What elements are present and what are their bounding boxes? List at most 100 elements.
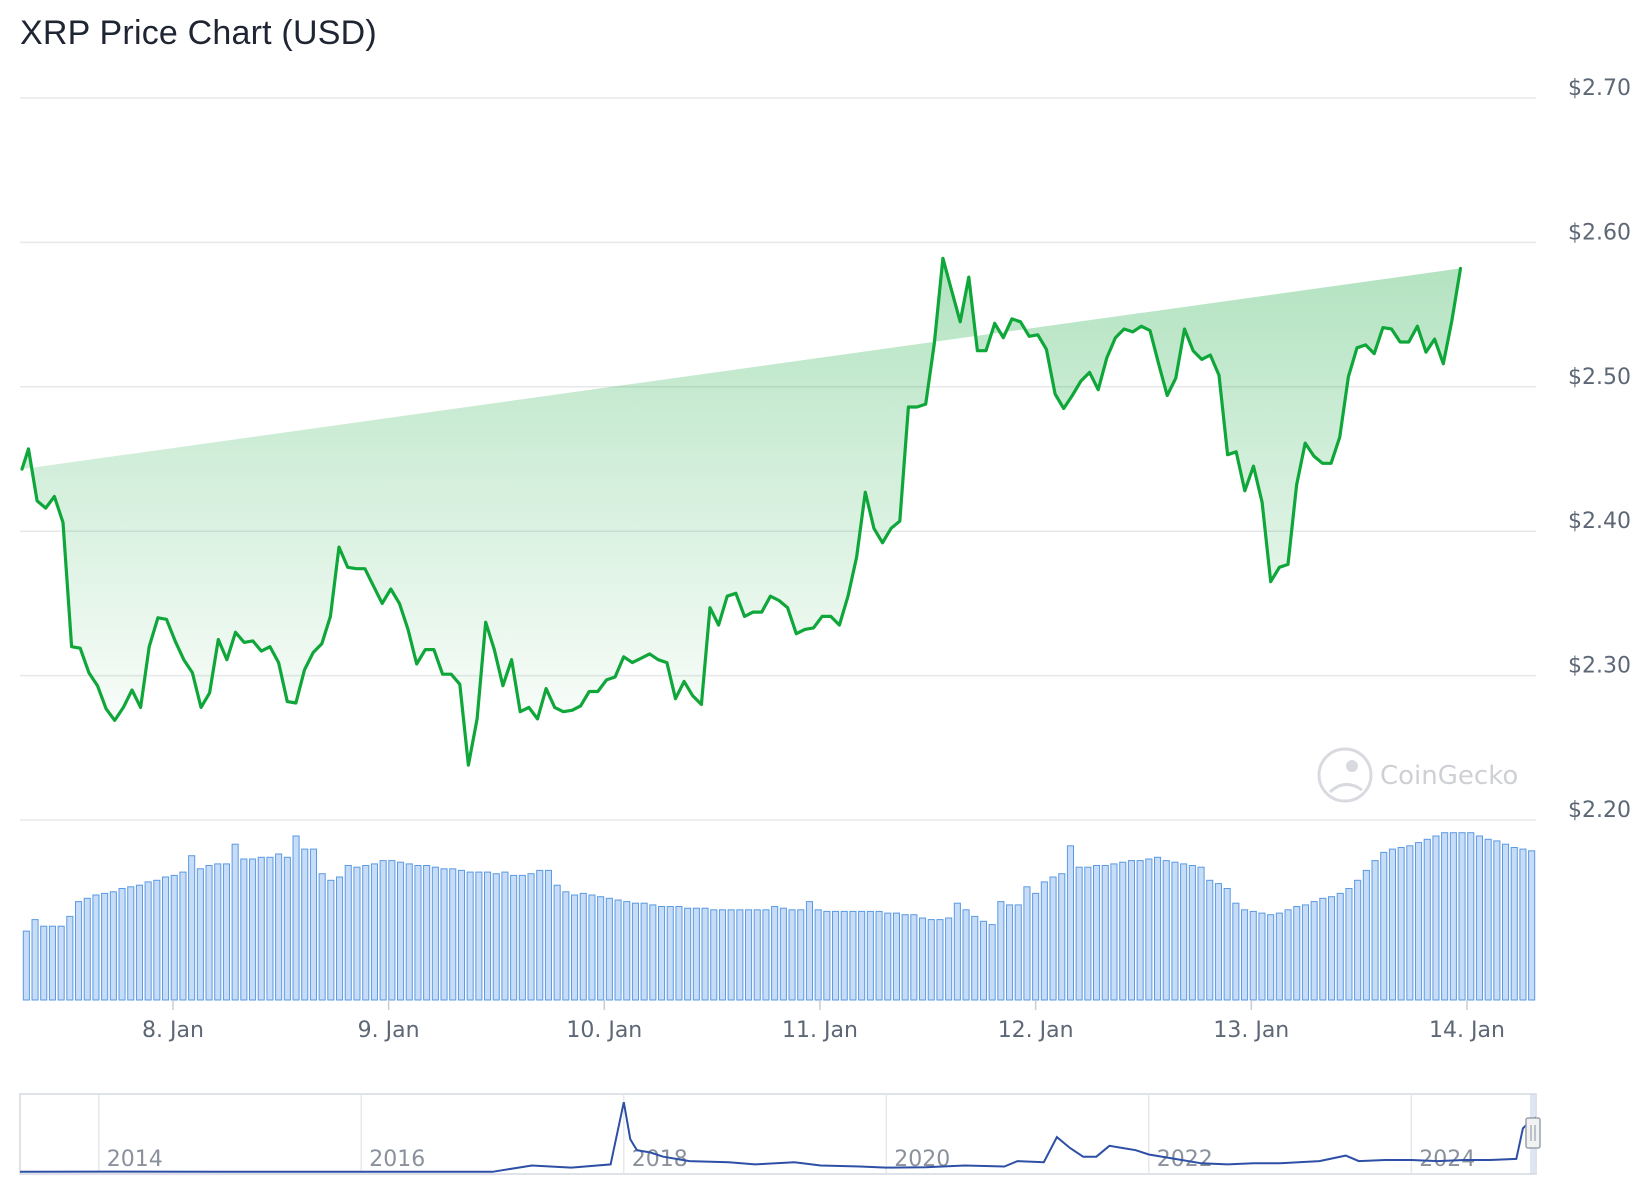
volume-bar xyxy=(1284,909,1292,1001)
chart-title: XRP Price Chart (USD) xyxy=(20,14,377,52)
volume-bar xyxy=(1293,906,1301,1001)
volume-bar xyxy=(849,910,857,1001)
volume-bar xyxy=(283,856,291,1001)
x-tick-label: 12. Jan xyxy=(998,1018,1074,1043)
volume-bar xyxy=(370,863,378,1001)
volume-bar xyxy=(222,863,230,1001)
volume-bar xyxy=(718,909,727,1001)
navigator-line xyxy=(19,1101,1537,1173)
volume-bar xyxy=(1371,860,1379,1001)
volume-bar xyxy=(1066,845,1075,1001)
y-tick-label: $2.60 xyxy=(1568,220,1631,245)
volume-bar xyxy=(1275,912,1283,1001)
volume-bar xyxy=(196,868,204,1001)
volume-bar xyxy=(979,920,988,1001)
volume-bar xyxy=(440,868,448,1001)
navigator-handle[interactable] xyxy=(1525,1117,1541,1149)
volume-bar xyxy=(153,879,161,1001)
volume-bar xyxy=(997,901,1005,1001)
volume-bar xyxy=(945,917,953,1001)
volume-bar xyxy=(953,902,961,1001)
volume-bar xyxy=(188,855,196,1001)
volume-bar xyxy=(1406,845,1414,1001)
volume-bar xyxy=(1232,902,1240,1001)
volume-bar xyxy=(1362,869,1370,1001)
volume-bar xyxy=(1127,860,1136,1001)
volume-bar xyxy=(1267,914,1275,1001)
navigator[interactable]: 2014 2016 2018 2020 2022 2024 xyxy=(19,1093,1541,1175)
volume-bar xyxy=(292,835,300,1001)
volume-bar xyxy=(527,873,535,1001)
volume-bar xyxy=(423,865,431,1001)
volume-bar xyxy=(1467,832,1475,1001)
volume-bar xyxy=(1058,873,1066,1001)
volume-bar xyxy=(1493,840,1501,1001)
volume-bar xyxy=(1388,848,1397,1001)
volume-bar xyxy=(257,856,265,1001)
volume-bar xyxy=(753,909,761,1001)
volume-bar xyxy=(971,915,979,1001)
volume-bar xyxy=(962,909,970,1001)
navigator-frame xyxy=(19,1093,1537,1175)
volume-bar xyxy=(179,871,187,1001)
y-tick-label: $2.20 xyxy=(1568,798,1631,823)
volume-bar xyxy=(675,906,683,1001)
price-area xyxy=(22,258,1461,766)
volume-bar xyxy=(1441,832,1449,1001)
volume-bar xyxy=(510,874,518,1001)
volume-bars xyxy=(22,832,1536,1001)
volume-bar xyxy=(135,884,143,1001)
volume-bar xyxy=(927,919,935,1001)
volume-bar xyxy=(144,881,152,1001)
volume-bar xyxy=(727,909,735,1001)
gecko-logo-body-icon xyxy=(1328,783,1363,794)
volume-bar xyxy=(449,868,457,1001)
volume-bar xyxy=(536,869,544,1001)
volume-bar xyxy=(614,899,622,1001)
volume-bar xyxy=(562,891,570,1001)
volume-bar xyxy=(936,919,944,1001)
volume-bar xyxy=(832,910,840,1001)
volume-bar xyxy=(1110,863,1118,1001)
volume-bar xyxy=(840,910,848,1001)
volume-bar xyxy=(66,915,74,1001)
volume-bar xyxy=(249,858,257,1001)
volume-bar xyxy=(1415,842,1423,1001)
volume-bar xyxy=(1180,863,1188,1001)
volume-bar xyxy=(240,858,248,1001)
volume-bar xyxy=(109,891,117,1001)
volume-bar xyxy=(492,873,500,1001)
volume-bar xyxy=(414,865,422,1001)
volume-bar xyxy=(518,874,526,1001)
volume-bar xyxy=(205,865,213,1001)
volume-bar xyxy=(466,871,474,1001)
volume-bar xyxy=(75,901,83,1001)
volume-bar xyxy=(892,912,901,1001)
volume-bar xyxy=(1258,912,1266,1001)
volume-bar xyxy=(1475,835,1484,1001)
volume-bar xyxy=(57,925,65,1001)
volume-bar xyxy=(1206,879,1214,1001)
volume-bar xyxy=(788,909,796,1001)
volume-bar xyxy=(901,914,909,1001)
gecko-logo-eye-icon xyxy=(1346,760,1358,772)
volume-bar xyxy=(431,866,439,1001)
volume-bar xyxy=(405,863,413,1001)
volume-bar xyxy=(1188,865,1196,1001)
volume-bar xyxy=(779,907,787,1001)
volume-bar xyxy=(823,910,831,1001)
x-tick-label: 13. Jan xyxy=(1213,1018,1289,1043)
volume-bar xyxy=(1171,861,1179,1001)
volume-bar xyxy=(1136,860,1144,1001)
navigator-year-label: 2016 xyxy=(369,1147,425,1172)
volume-bar xyxy=(275,853,283,1001)
volume-bar xyxy=(623,901,631,1001)
volume-bar xyxy=(884,912,892,1001)
volume-bar xyxy=(1502,843,1510,1001)
volume-bar xyxy=(1119,861,1127,1001)
volume-bar xyxy=(762,909,770,1001)
volume-bar xyxy=(988,924,996,1001)
volume-bar xyxy=(101,892,109,1001)
navigator-year-label: 2014 xyxy=(107,1147,163,1172)
